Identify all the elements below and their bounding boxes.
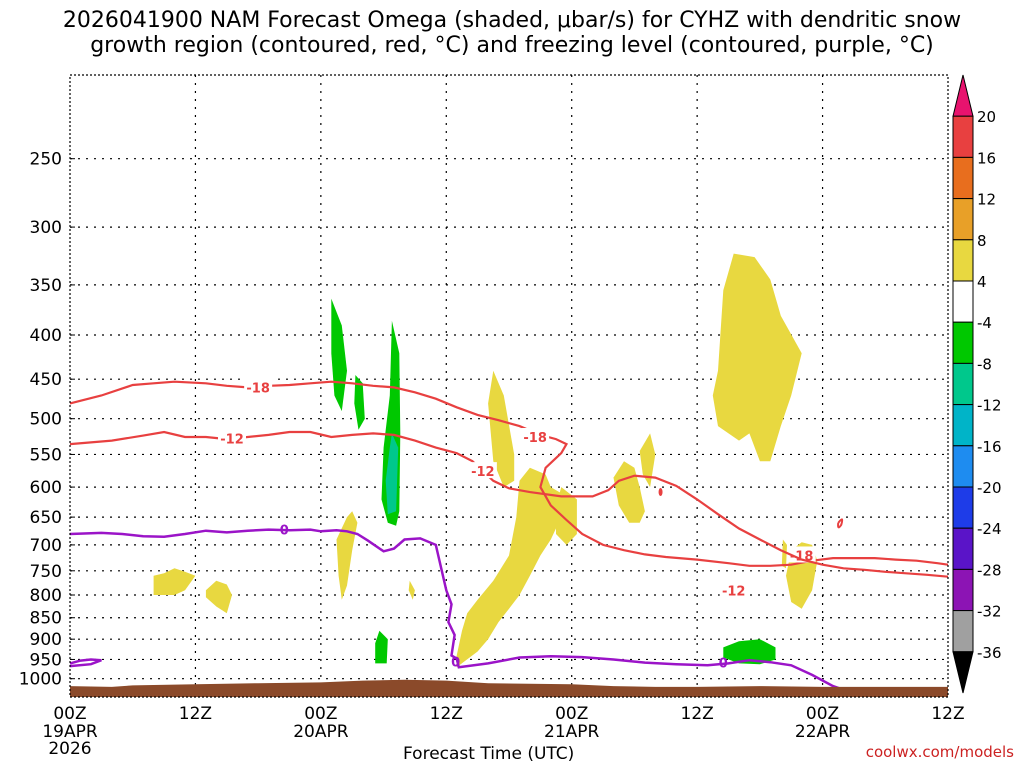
colorbar-top-arrow [952, 74, 974, 117]
colorbar-swatch [952, 321, 974, 364]
colorbar-swatch [952, 445, 974, 488]
colorbar-swatch [952, 486, 974, 529]
omega-shade-region [408, 580, 415, 600]
dgz-label-bg [244, 378, 273, 395]
x-axis-label: Forecast Time (UTC) [403, 744, 575, 764]
credit-link[interactable]: coolwx.com/models [865, 743, 1014, 761]
x-tick-label: 12Z [681, 704, 714, 724]
colorbar-swatch [952, 239, 974, 282]
x-tick-label: 00Z [806, 704, 839, 724]
y-tick-label: 300 [30, 218, 62, 238]
omega-shade-region [153, 568, 196, 595]
omega-shade-region [375, 630, 388, 664]
x-tick-date: 21APR [544, 722, 600, 742]
omega-shade-region [488, 370, 515, 488]
x-tick-label: 12Z [430, 704, 463, 724]
freezing-level-label: 0 [280, 524, 289, 539]
colorbar-swatch [952, 198, 974, 241]
colorbar-swatch [952, 362, 974, 406]
dgz-contour-line [69, 430, 949, 578]
colorbar-swatch [952, 610, 974, 653]
colorbar-label: 8 [977, 232, 987, 250]
freezing-level-line [69, 658, 102, 668]
colorbar-swatch [952, 115, 974, 158]
y-tick-label: 600 [30, 478, 62, 498]
dgz-contour-label: -12 [471, 465, 495, 480]
freezing-level-label: 0 [719, 657, 728, 672]
dgz-contour-label: -18 [523, 431, 547, 446]
omega-shade-region [556, 487, 577, 545]
omega-shade-region [205, 580, 232, 614]
colorbar-label: 16 [977, 149, 996, 167]
freezing-level-label: 0 [451, 655, 460, 670]
y-tick-label: 900 [30, 630, 62, 650]
y-tick-label: 650 [30, 508, 62, 528]
chart-title-line2: growth region (contoured, red, °C) and f… [90, 33, 934, 58]
x-tick-label: 12Z [179, 704, 212, 724]
plot-border [69, 74, 949, 698]
surface-terrain [70, 679, 948, 697]
omega-shade-region [385, 433, 399, 515]
colorbar-label: -36 [977, 644, 1002, 662]
colorbar-label: 4 [977, 273, 987, 291]
y-tick-label: 950 [30, 650, 62, 670]
omega-shade-region [456, 467, 572, 668]
colorbar-label: -28 [977, 561, 1002, 579]
colorbar-label: -8 [977, 355, 992, 373]
dgz-contour-label: -12 [220, 432, 244, 447]
y-tick-label: 400 [30, 326, 62, 346]
y-tick-label: 750 [30, 562, 62, 582]
omega-shade-region [781, 539, 787, 569]
colorbar-swatch [952, 280, 974, 323]
omega-shade-region [712, 253, 802, 462]
colorbar-label: -24 [977, 520, 1002, 538]
freezing-level-line [69, 528, 855, 695]
chart-title-line1: 2026041900 NAM Forecast Omega (shaded, μ… [62, 8, 962, 33]
y-tick-label: 800 [30, 586, 62, 606]
x-tick-label: 12Z [931, 704, 964, 724]
colorbar-label: -20 [977, 479, 1002, 497]
dgz-label-bg [719, 581, 748, 598]
y-tick-label: 500 [30, 410, 62, 430]
colorbar-label: -4 [977, 314, 992, 332]
dgz-label-bg [787, 546, 816, 563]
x-tick-date: 19APR [42, 722, 98, 742]
y-tick-label: 250 [30, 150, 62, 170]
x-tick-label: 00Z [555, 704, 588, 724]
omega-shade-region [354, 375, 365, 430]
y-tick-label: 550 [30, 445, 62, 465]
colorbar-label: -16 [977, 438, 1002, 456]
omega-shade-region [723, 639, 776, 665]
dgz-contour-label: -12 [722, 584, 746, 599]
colorbar-label: 20 [977, 108, 996, 126]
y-tick-label: 700 [30, 536, 62, 556]
x-tick-label: 00Z [53, 704, 86, 724]
colorbar-swatch [952, 404, 974, 447]
dgz-small-feature [658, 488, 663, 497]
colorbar-label: -12 [977, 397, 1002, 415]
y-tick-label: 1000 [19, 670, 62, 690]
colorbar-label: 12 [977, 191, 996, 209]
x-tick-date: 20APR [293, 722, 349, 742]
colorbar-bottom-arrow [952, 651, 974, 694]
omega-shade-region [613, 461, 645, 523]
dgz-label-bg [218, 429, 247, 446]
colorbar-swatch [952, 527, 974, 570]
dgz-contour-label: -18 [246, 381, 270, 396]
omega-shade-region [639, 433, 656, 488]
y-tick-label: 850 [30, 609, 62, 629]
x-tick-year: 2026 [48, 739, 91, 759]
dgz-small-feature [837, 518, 844, 529]
colorbar-label: -32 [977, 603, 1002, 621]
x-tick-label: 00Z [304, 704, 337, 724]
y-tick-label: 350 [30, 276, 62, 296]
dgz-label-bg [468, 462, 497, 479]
y-tick-label: 450 [30, 370, 62, 390]
colorbar-swatch [952, 156, 974, 200]
dgz-label-bg [521, 428, 550, 445]
colorbar-swatch [952, 568, 974, 612]
x-tick-date: 22APR [795, 722, 851, 742]
